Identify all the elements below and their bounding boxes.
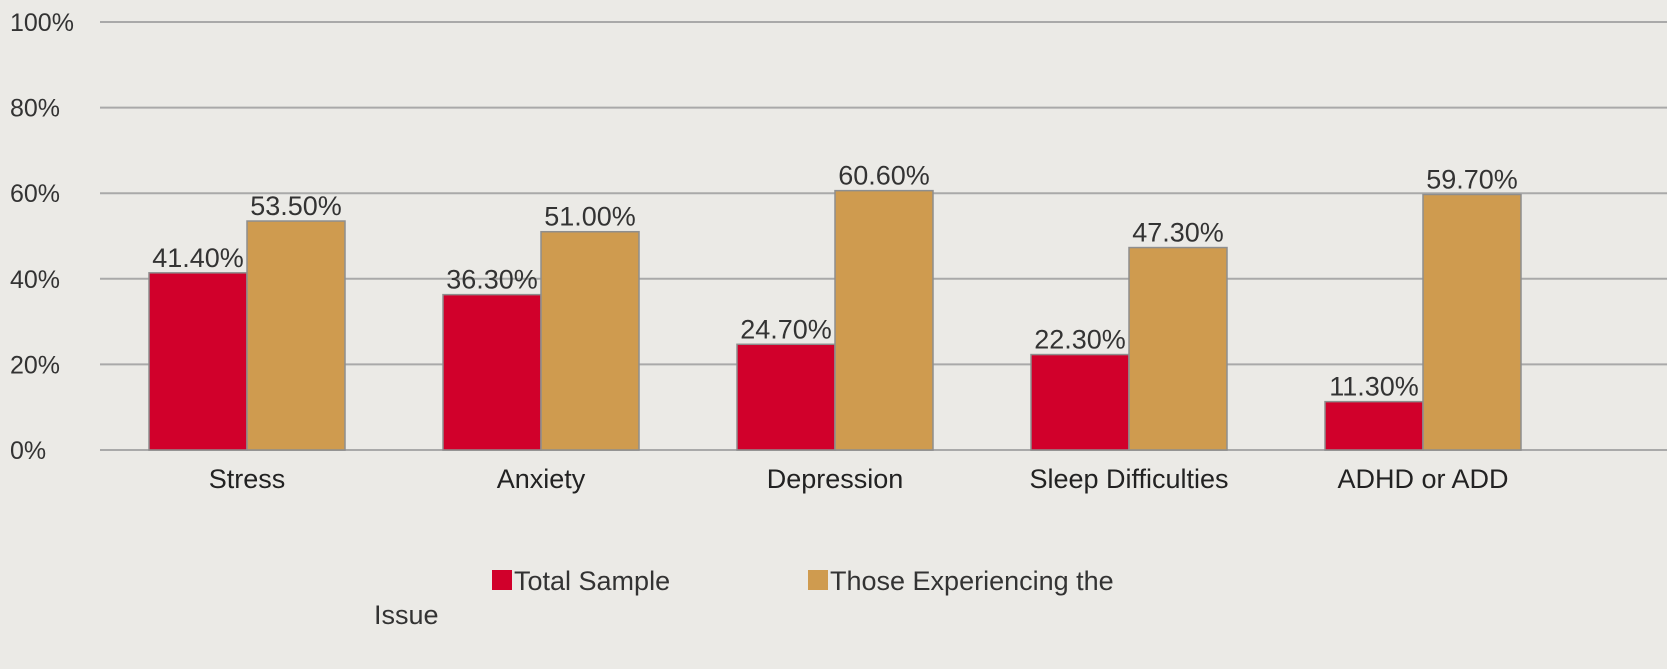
data-label: 11.30% [1329,372,1419,402]
bar-those-experiencing-anxiety [540,230,640,451]
y-tick-label: 20% [10,351,60,379]
bar-those-experiencing-stress [246,220,346,451]
x-category-label: Stress [209,464,286,494]
x-category-label: Anxiety [497,464,586,494]
data-label: 53.50% [250,191,342,221]
legend-swatch-those-experiencing [808,570,828,590]
legend-label-those-experiencing-line2: Issue [374,600,439,630]
data-label: 47.30% [1132,218,1224,248]
bar-total-sample-adhd-or-add [1324,400,1424,451]
legend-label-total-sample: Total Sample [514,566,670,596]
data-label: 41.40% [152,243,244,273]
data-label: 22.30% [1034,325,1126,355]
y-tick-label: 100% [10,9,74,37]
data-label: 36.30% [446,265,538,295]
bar-those-experiencing-adhd-or-add [1422,193,1522,451]
legend: Total Sample Those Experiencing the Issue [374,566,1114,630]
legend-swatch-total-sample [492,570,512,590]
x-category-label: ADHD or ADD [1337,464,1508,494]
y-tick-label: 40% [10,266,60,294]
data-labels: 41.40%53.50% 36.30% 51.00% 24.70% 60.60% 22.3… [152,161,1518,402]
y-tick-label: 60% [10,180,60,208]
x-axis: Stress Anxiety Depression Sleep Difficultie… [209,464,1509,494]
bar-total-sample-anxiety [442,293,542,451]
data-label: 60.60% [838,161,930,191]
data-label: 59.70% [1426,164,1518,194]
y-tick-label: 80% [10,95,60,123]
bar-total-sample-depression [736,343,836,451]
bar-those-experiencing-depression [834,189,934,451]
y-tick-label: 0% [10,437,46,465]
bar-total-sample-stress [148,272,248,451]
bars [148,189,1522,451]
bar-total-sample-sleep-difficulties [1030,353,1130,451]
data-label: 51.00% [544,202,636,232]
x-category-label: Sleep Difficulties [1029,464,1228,494]
legend-label-those-experiencing-line1: Those Experiencing the [830,566,1114,596]
y-axis: 0% 20% 40% 60% 80% 100% [10,9,74,465]
bar-those-experiencing-sleep-difficulties [1128,246,1228,451]
data-label: 24.70% [740,314,832,344]
x-category-label: Depression [767,464,904,494]
